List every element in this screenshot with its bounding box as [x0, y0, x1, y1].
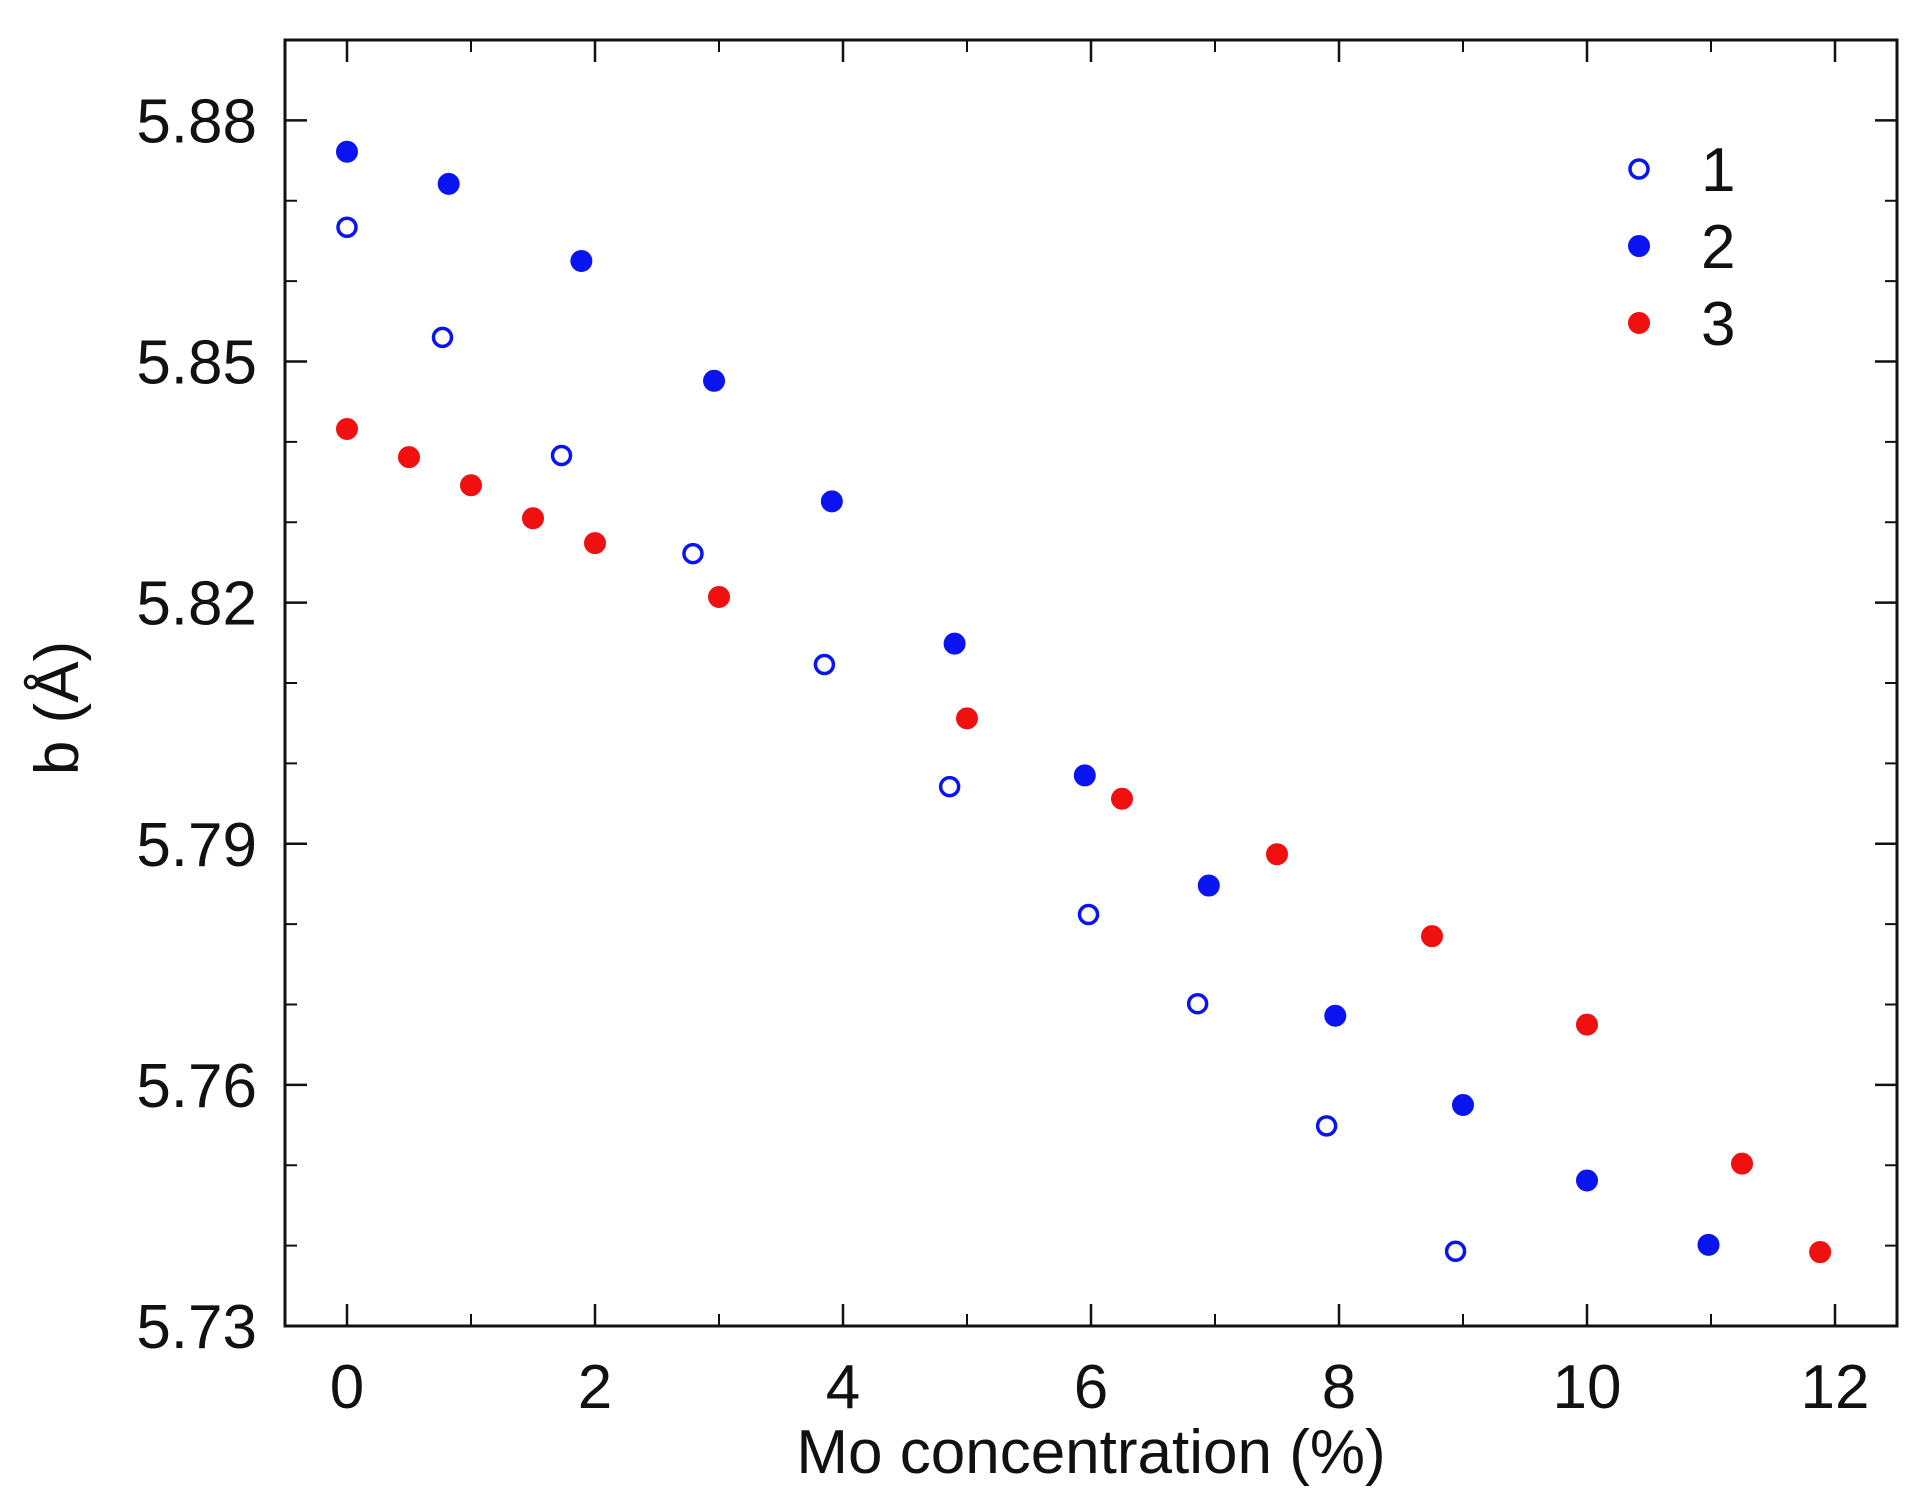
legend: 1 2 3 [1628, 136, 1735, 359]
y-axis-label: b (Å) [23, 641, 92, 775]
data-point-series-3 [1731, 1152, 1753, 1175]
legend-label-series-2: 2 [1701, 213, 1735, 282]
x-tick-label: 12 [1801, 1353, 1870, 1422]
y-tick-label: 5.85 [136, 329, 257, 398]
data-point-series-3 [1809, 1241, 1832, 1264]
data-point-series-1 [431, 326, 454, 349]
y-tick-label: 5.73 [136, 1293, 257, 1362]
data-point-series-2 [703, 369, 726, 392]
data-point-series-2 [1697, 1233, 1720, 1256]
data-point-series-1 [1315, 1115, 1338, 1137]
data-points [336, 140, 1832, 1264]
data-point-series-3 [956, 707, 978, 730]
data-point-series-2 [1197, 874, 1220, 897]
data-point-series-3 [584, 532, 606, 555]
data-point-series-3 [522, 507, 544, 530]
data-point-series-3 [460, 474, 482, 497]
legend-marker-series-1 [1628, 158, 1650, 180]
x-tick-label: 2 [578, 1353, 612, 1422]
data-point-series-1 [336, 216, 358, 239]
legend-marker-series-2 [1628, 235, 1650, 257]
data-point-series-2 [1452, 1093, 1474, 1116]
legend-label-series-3: 3 [1701, 290, 1735, 359]
data-point-series-3 [1111, 787, 1133, 810]
data-point-series-1 [550, 444, 573, 467]
x-tick-label: 6 [1074, 1353, 1108, 1422]
data-point-series-2 [820, 490, 843, 513]
y-tick-label: 5.76 [136, 1052, 257, 1121]
y-tick-label: 5.82 [136, 570, 257, 639]
data-point-series-2 [437, 172, 460, 195]
data-point-series-3 [398, 446, 420, 469]
data-point-series-2 [1073, 764, 1096, 787]
x-tick-label: 4 [826, 1353, 860, 1422]
data-point-series-3 [1266, 843, 1288, 866]
plot-frame [283, 38, 1899, 1328]
data-point-series-1 [1186, 992, 1209, 1015]
x-tick-label: 8 [1322, 1353, 1356, 1422]
legend-label-series-1: 1 [1701, 136, 1735, 205]
legend-marker-series-3 [1628, 312, 1650, 334]
data-point-series-1 [1444, 1240, 1467, 1263]
x-tick-label: 0 [330, 1353, 364, 1422]
data-point-series-3 [1576, 1013, 1598, 1036]
data-point-series-1 [938, 775, 961, 798]
axis-ticks [285, 40, 1897, 1328]
x-axis-label: Mo concentration (%) [796, 1418, 1385, 1487]
y-tick-label: 5.79 [136, 811, 257, 880]
data-point-series-3 [336, 418, 358, 441]
x-tick-label: 10 [1553, 1353, 1622, 1422]
axis-tick-labels: 0 2 4 6 8 10 125.735.765.795.825.855.88 [136, 87, 1869, 1422]
data-point-series-1 [682, 542, 704, 565]
data-point-series-2 [336, 140, 358, 163]
data-point-series-1 [1077, 903, 1100, 926]
data-point-series-2 [1324, 1004, 1347, 1027]
data-point-series-2 [1576, 1169, 1598, 1192]
data-point-series-2 [570, 250, 593, 273]
data-point-series-3 [1421, 925, 1443, 948]
data-point-series-3 [708, 585, 730, 608]
y-tick-label: 5.88 [136, 87, 257, 156]
data-point-series-1 [813, 653, 836, 676]
data-point-series-2 [943, 632, 966, 655]
